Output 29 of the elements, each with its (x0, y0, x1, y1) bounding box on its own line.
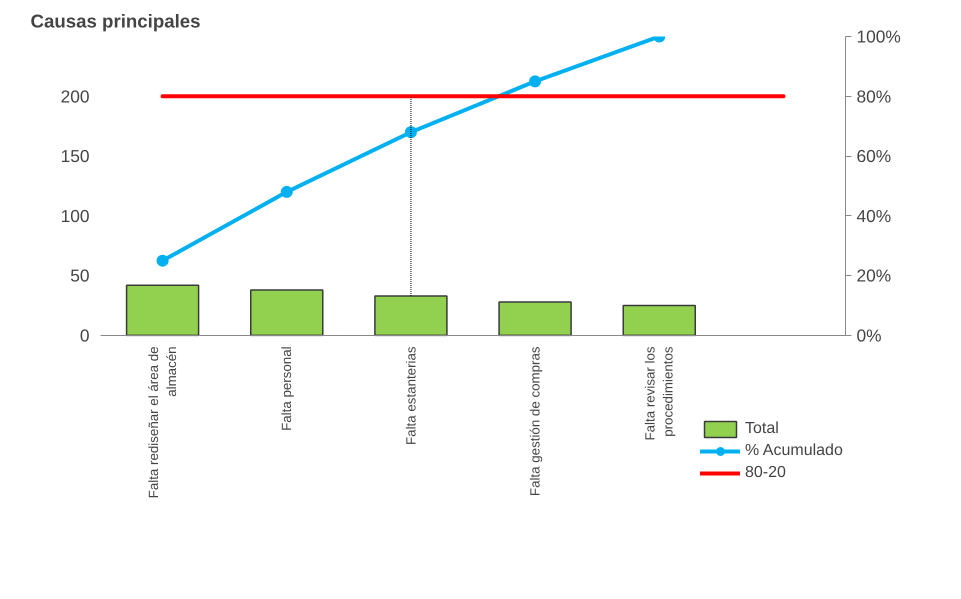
point (156, 254, 169, 267)
bar (622, 304, 696, 336)
chart-title: Causas principales (30, 10, 201, 32)
y-tick-label: 50 (70, 266, 90, 286)
y2-tick-label: 60% (856, 146, 892, 166)
legend-label: Total (745, 420, 779, 438)
y-tick-label: 150 (60, 146, 90, 166)
y2-tick-label: 80% (856, 86, 892, 106)
x-tick-label: Falta estanterias (403, 346, 418, 445)
x-tick-label: Falta revisar los procedimientos (642, 346, 676, 440)
y2-tick-label: 0% (856, 325, 882, 346)
legend-label: % Acumulado (745, 442, 843, 460)
x-tick-label: Falta personal (279, 346, 294, 431)
bar (126, 284, 200, 336)
point (404, 126, 417, 138)
legend-label: 80-20 (745, 464, 786, 482)
bar (498, 301, 572, 336)
y-tick-label: 0 (80, 325, 90, 346)
bar (250, 289, 324, 336)
y2-tick-label: 20% (856, 266, 892, 286)
y2-tick-label: 40% (856, 206, 892, 226)
point (280, 186, 293, 198)
x-tick-label: Falta rediseñar el área de almacén (146, 346, 180, 498)
y2-tick-label: 100% (856, 26, 901, 46)
x-tick-label: Falta gestión de compras (528, 346, 543, 496)
bar (374, 295, 448, 336)
point (529, 75, 542, 88)
y-tick-label: 200 (60, 86, 90, 106)
y-tick-label: 100 (60, 206, 90, 226)
